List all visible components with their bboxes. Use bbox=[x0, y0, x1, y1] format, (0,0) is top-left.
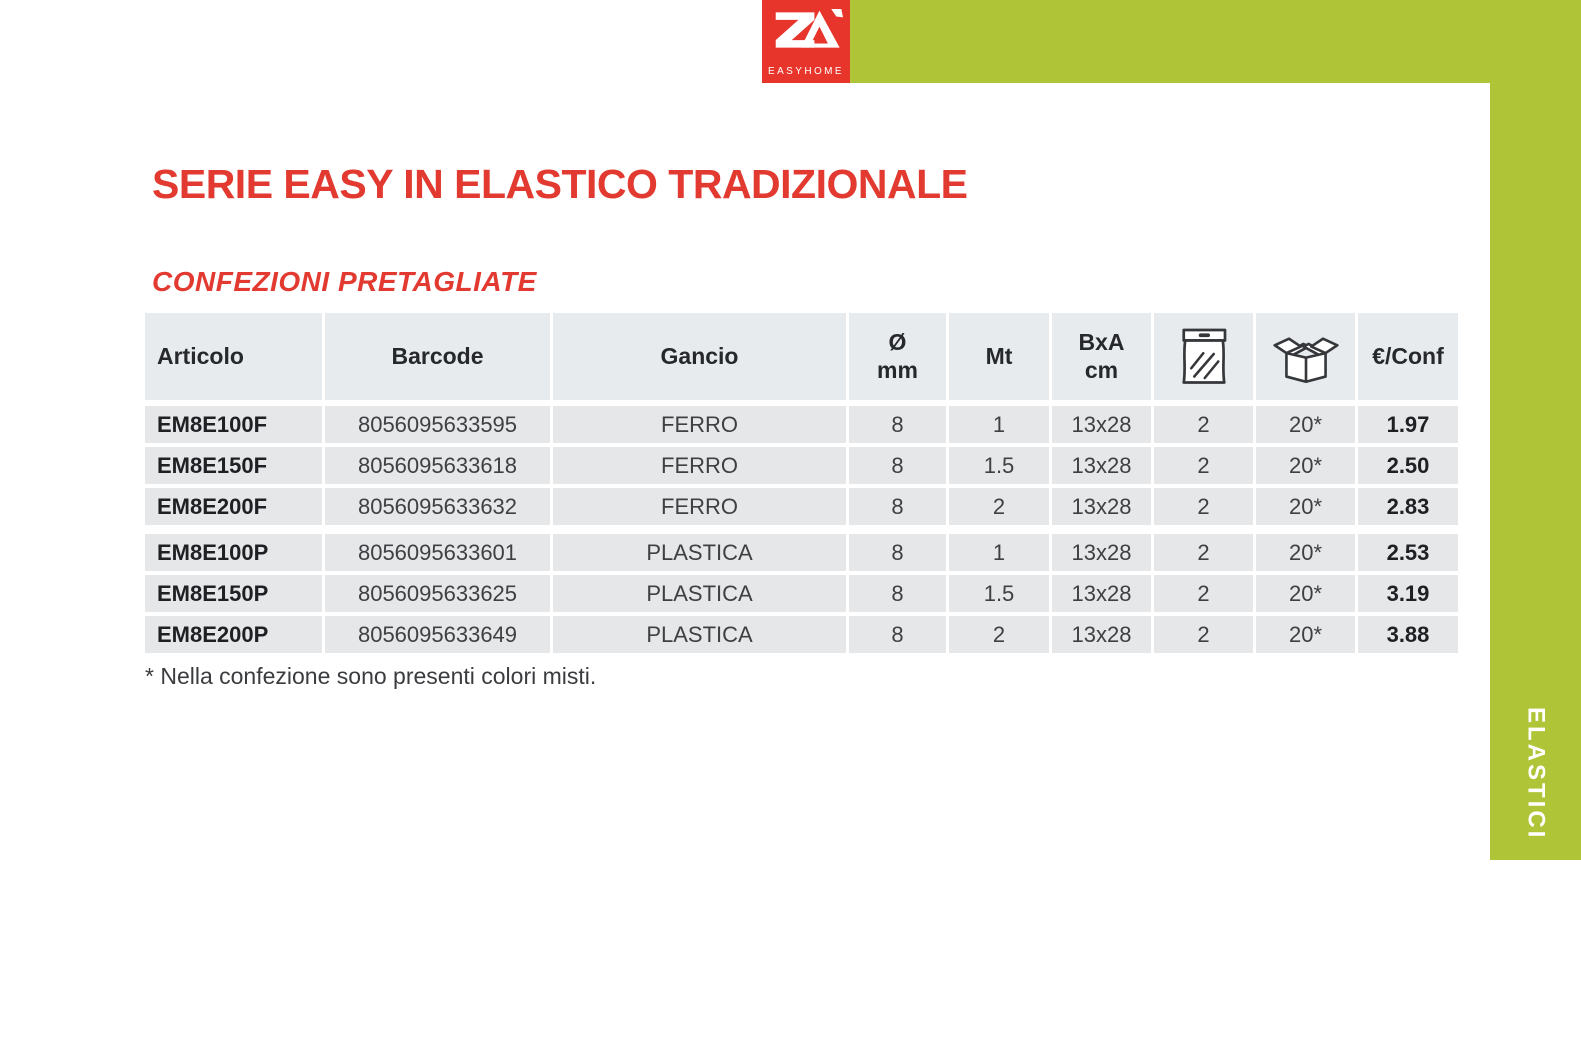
header-box-icon bbox=[1256, 313, 1355, 400]
za-monogram-icon bbox=[775, 8, 843, 48]
box-icon bbox=[1272, 336, 1339, 383]
column-header-barcode: Barcode bbox=[325, 313, 550, 400]
column-header-mt: Mt bbox=[949, 313, 1049, 400]
table-cell-bxa_cm: 13x28 bbox=[1052, 406, 1151, 443]
table-cell-articolo: EM8E200F bbox=[145, 488, 322, 525]
table-cell-mt: 2 bbox=[949, 488, 1049, 525]
table-row: EM8E100P 8056095633601 PLASTICA 8 1 13x28 2 20*… bbox=[145, 534, 1458, 571]
table-cell-pezzi_scatola: 20* bbox=[1256, 534, 1355, 571]
table-cell-pezzi_busta: 2 bbox=[1154, 534, 1253, 571]
table-cell-bxa_cm: 13x28 bbox=[1052, 575, 1151, 612]
table-cell-pezzi_busta: 2 bbox=[1154, 616, 1253, 653]
table-cell-diametro_mm: 8 bbox=[849, 488, 946, 525]
table-cell-bxa_cm: 13x28 bbox=[1052, 447, 1151, 484]
table-cell-pezzi_busta: 2 bbox=[1154, 575, 1253, 612]
column-header-prezzo: €/Conf bbox=[1358, 313, 1458, 400]
section-tab-label: ELASTICI bbox=[1522, 706, 1550, 840]
table-cell-articolo: EM8E100F bbox=[145, 406, 322, 443]
table-cell-prezzo: 3.88 bbox=[1358, 616, 1458, 653]
table-cell-pezzi_busta: 2 bbox=[1154, 447, 1253, 484]
column-header-gancio: Gancio bbox=[553, 313, 846, 400]
table-row: EM8E200F 8056095633632 FERRO 8 2 13x28 2 20* 2.8… bbox=[145, 488, 1458, 525]
table-cell-mt: 1 bbox=[949, 406, 1049, 443]
table-cell-barcode: 8056095633625 bbox=[325, 575, 550, 612]
table-cell-pezzi_scatola: 20* bbox=[1256, 447, 1355, 484]
table-cell-prezzo: 2.50 bbox=[1358, 447, 1458, 484]
table-cell-pezzi_scatola: 20* bbox=[1256, 575, 1355, 612]
column-header-bxa_cm: BxA cm bbox=[1052, 313, 1151, 400]
bag-icon bbox=[1181, 328, 1226, 384]
table-cell-gancio: FERRO bbox=[553, 447, 846, 484]
table-cell-articolo: EM8E150P bbox=[145, 575, 322, 612]
table-row: EM8E200P 8056095633649 PLASTICA 8 2 13x28 2 20*… bbox=[145, 616, 1458, 653]
column-header-articolo: Articolo bbox=[145, 313, 322, 400]
table-cell-bxa_cm: 13x28 bbox=[1052, 616, 1151, 653]
table-cell-prezzo: 2.53 bbox=[1358, 534, 1458, 571]
table-cell-barcode: 8056095633618 bbox=[325, 447, 550, 484]
table-cell-prezzo: 3.19 bbox=[1358, 575, 1458, 612]
table-cell-gancio: PLASTICA bbox=[553, 575, 846, 612]
table-cell-bxa_cm: 13x28 bbox=[1052, 534, 1151, 571]
table-cell-gancio: PLASTICA bbox=[553, 534, 846, 571]
table-cell-diametro_mm: 8 bbox=[849, 534, 946, 571]
table-cell-prezzo: 1.97 bbox=[1358, 406, 1458, 443]
header-bag-icon bbox=[1154, 313, 1253, 400]
table-cell-pezzi_scatola: 20* bbox=[1256, 488, 1355, 525]
table-cell-mt: 1.5 bbox=[949, 447, 1049, 484]
row-group: EM8E100F 8056095633595 FERRO 8 1 13x28 2 20* 1.9… bbox=[145, 406, 1458, 525]
table-cell-gancio: FERRO bbox=[553, 406, 846, 443]
top-green-bar bbox=[850, 0, 1581, 83]
table-cell-pezzi_scatola: 20* bbox=[1256, 406, 1355, 443]
table-body: EM8E100F 8056095633595 FERRO 8 1 13x28 2 20* 1.9… bbox=[145, 406, 1458, 653]
table-row: EM8E100F 8056095633595 FERRO 8 1 13x28 2 20* 1.9… bbox=[145, 406, 1458, 443]
table-cell-barcode: 8056095633601 bbox=[325, 534, 550, 571]
table-cell-mt: 1 bbox=[949, 534, 1049, 571]
table-cell-mt: 2 bbox=[949, 616, 1049, 653]
table-cell-mt: 1.5 bbox=[949, 575, 1049, 612]
column-header-diametro_mm: Ø mm bbox=[849, 313, 946, 400]
table-cell-pezzi_busta: 2 bbox=[1154, 406, 1253, 443]
table-cell-gancio: PLASTICA bbox=[553, 616, 846, 653]
row-group: EM8E100P 8056095633601 PLASTICA 8 1 13x28 2 20*… bbox=[145, 534, 1458, 653]
easyhome-logo: EASYHOME bbox=[762, 0, 850, 83]
table-cell-pezzi_busta: 2 bbox=[1154, 488, 1253, 525]
elastici-section-tab: ELASTICI bbox=[1490, 0, 1581, 860]
footnote: * Nella confezione sono presenti colori … bbox=[145, 663, 597, 689]
table-cell-barcode: 8056095633632 bbox=[325, 488, 550, 525]
table-cell-barcode: 8056095633595 bbox=[325, 406, 550, 443]
page-title: SERIE EASY IN ELASTICO TRADIZIONALE bbox=[152, 161, 968, 207]
table-header-row: Articolo Barcode Gancio Ø mm Mt BxA cm €/Conf bbox=[145, 313, 1458, 400]
table-cell-prezzo: 2.83 bbox=[1358, 488, 1458, 525]
table-cell-diametro_mm: 8 bbox=[849, 616, 946, 653]
brand-name: EASYHOME bbox=[768, 66, 844, 77]
section-subtitle: CONFEZIONI PRETAGLIATE bbox=[152, 266, 537, 297]
table-row: EM8E150F 8056095633618 FERRO 8 1.5 13x28 2 20* 2… bbox=[145, 447, 1458, 484]
table-cell-articolo: EM8E200P bbox=[145, 616, 322, 653]
product-table: Articolo Barcode Gancio Ø mm Mt BxA cm €/Conf… bbox=[145, 313, 1458, 657]
table-cell-articolo: EM8E150F bbox=[145, 447, 322, 484]
table-cell-pezzi_scatola: 20* bbox=[1256, 616, 1355, 653]
table-cell-diametro_mm: 8 bbox=[849, 406, 946, 443]
table-cell-articolo: EM8E100P bbox=[145, 534, 322, 571]
table-cell-diametro_mm: 8 bbox=[849, 447, 946, 484]
table-cell-diametro_mm: 8 bbox=[849, 575, 946, 612]
table-cell-barcode: 8056095633649 bbox=[325, 616, 550, 653]
table-cell-gancio: FERRO bbox=[553, 488, 846, 525]
table-cell-bxa_cm: 13x28 bbox=[1052, 488, 1151, 525]
table-row: EM8E150P 8056095633625 PLASTICA 8 1.5 13x28 2 2… bbox=[145, 575, 1458, 612]
